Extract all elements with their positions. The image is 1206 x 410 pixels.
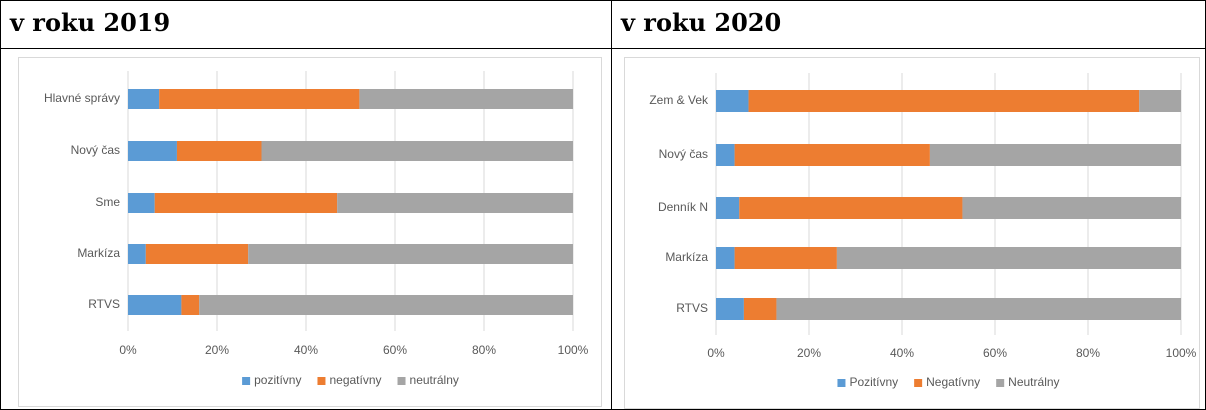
chart-frame [624,57,1200,409]
x-tick-label: 20% [797,346,821,360]
y-tick-label: Nový čas [659,147,708,161]
legend-label: Neutrálny [1008,375,1059,389]
cell-title: v roku 2020 [621,8,782,37]
bar-segment [199,295,573,315]
bar-segment [776,298,1181,320]
legend-swatch [242,377,251,385]
x-tick-label: 60% [983,346,1007,360]
legend-label: Negatívny [926,375,980,389]
bar-segment [716,144,735,166]
bar-segment [337,193,573,213]
x-tick-label: 60% [383,343,407,357]
bar-segment [962,197,1181,219]
bar-segment [248,244,573,264]
y-tick-label: RTVS [88,297,120,311]
bar-segment [734,247,837,269]
bar-segment [154,193,338,213]
legend-swatch [317,377,326,385]
x-tick-label: 40% [890,346,914,360]
x-tick-label: 100% [558,343,589,357]
x-tick-label: 80% [472,343,496,357]
cell-title: v roku 2019 [10,8,171,37]
legend-swatch [397,377,406,385]
y-tick-label: Sme [95,195,120,209]
bar-segment [929,144,1181,166]
chart: 0% 20% 40% 60% 80% 100% Hlavné správy Nový čas S… [18,57,602,407]
legend-label: Pozitívny [849,375,898,389]
bar-segment [716,197,740,219]
y-tick-label: Zem & Vek [649,93,709,107]
header-row [0,0,1206,49]
legend-label: pozitívny [254,373,301,387]
bar-segment [159,89,360,109]
bar-segment [145,244,249,264]
chart: 0% 20% 40% 60% 80% 100% Zem & Vek Nový čas Denní… [624,57,1200,409]
bar-segment [128,244,146,264]
bar-segment [748,90,1140,112]
x-tick-label: 0% [707,346,725,360]
x-tick-label: 0% [119,343,137,357]
x-tick-label: 40% [294,343,318,357]
bar-segment [743,298,777,320]
bar-segment [716,247,735,269]
legend-swatch [914,379,923,387]
bar-segment [261,141,573,161]
bar-segment [739,197,963,219]
bar-segment [716,90,749,112]
legend-swatch [837,379,846,387]
bar-segment [181,295,200,315]
bar-segment [734,144,930,166]
x-tick-label: 80% [1076,346,1100,360]
y-tick-label: Nový čas [71,143,120,157]
y-tick-label: RTVS [676,301,708,315]
bar-segment [128,295,182,315]
bar-segment [128,141,177,161]
y-tick-label: Denník N [658,200,708,214]
bar-segment [176,141,262,161]
bar-segment [128,89,160,109]
x-tick-label: 100% [1166,346,1197,360]
bar-segment [1139,90,1181,112]
bar-segment [128,193,155,213]
y-tick-label: Markíza [665,250,708,264]
chart-frame [18,57,602,407]
bar-segment [836,247,1181,269]
legend-swatch [996,379,1005,387]
y-tick-label: Hlavné správy [44,91,120,105]
legend-label: neutrálny [410,373,459,387]
y-tick-label: Markíza [77,246,120,260]
legend-label: negatívny [329,373,381,387]
bar-segment [359,89,573,109]
bar-segment [716,298,744,320]
column-divider [611,0,612,410]
x-tick-label: 20% [205,343,229,357]
